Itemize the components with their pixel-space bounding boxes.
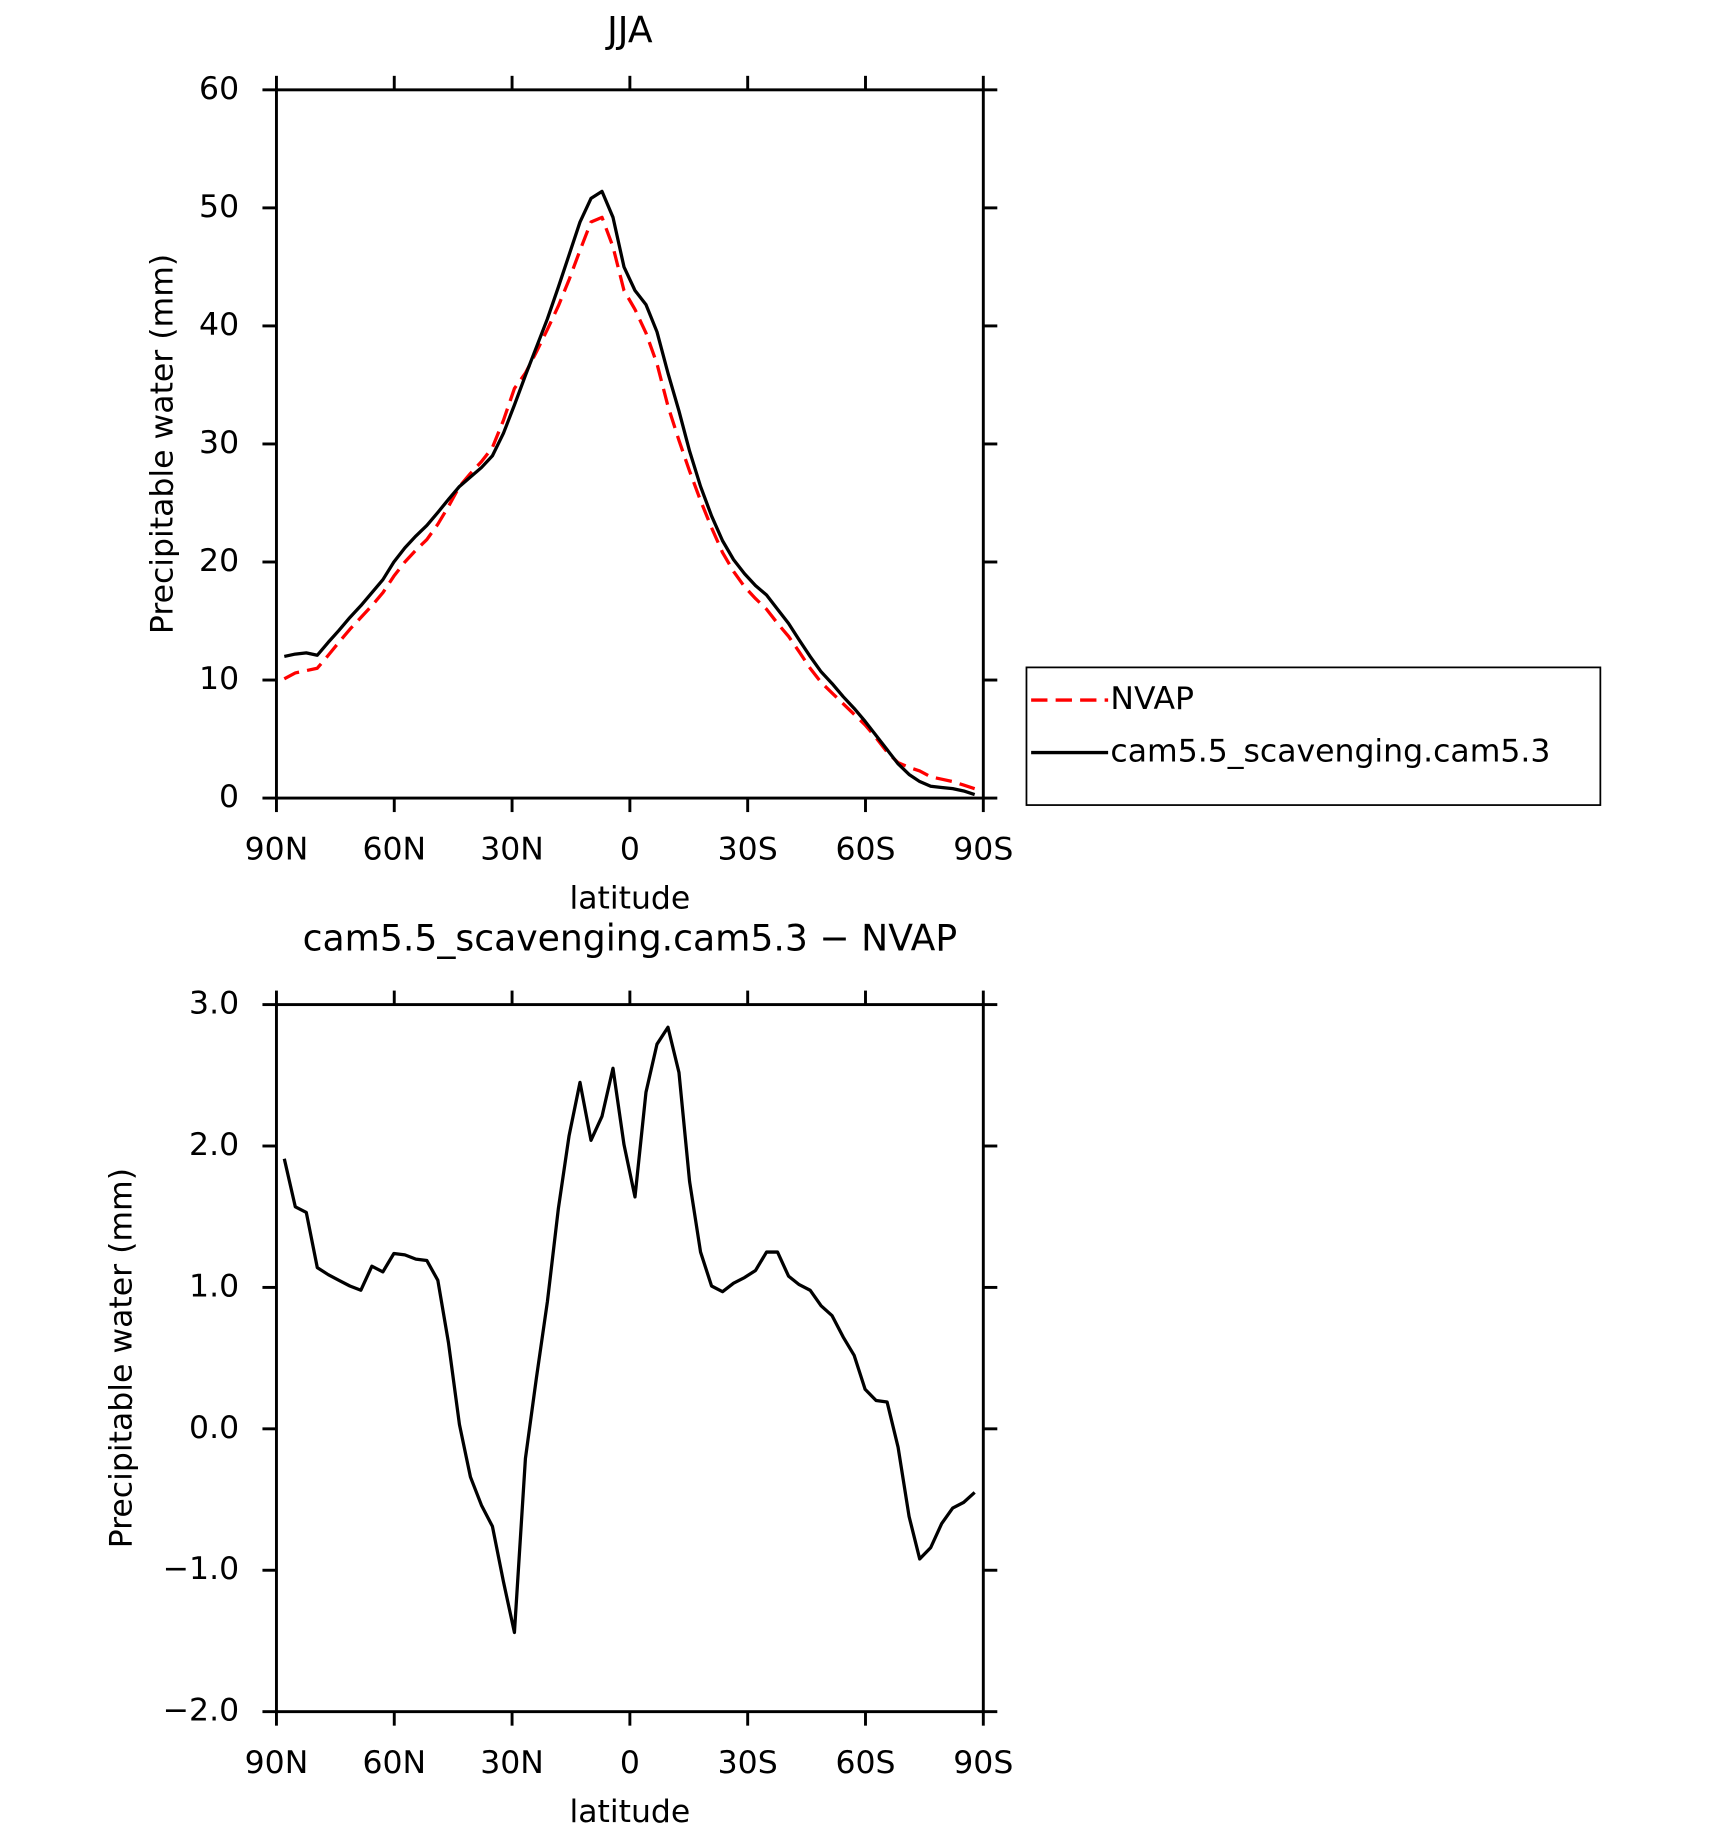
- x-tick-label: 60S: [835, 1745, 895, 1781]
- legend-box: [1025, 666, 1602, 806]
- x-tick-label: 30N: [480, 1745, 544, 1781]
- x-tick-label: 0: [620, 832, 640, 868]
- x-axis-label: latitude: [569, 1794, 690, 1830]
- x-tick-label: 90N: [245, 832, 309, 868]
- y-tick-label: 3.0: [189, 986, 239, 1022]
- y-axis-label: Precipitable water (mm): [144, 254, 180, 634]
- y-axis-label: Precipitable water (mm): [103, 1168, 139, 1548]
- x-tick-label: 60S: [835, 832, 895, 868]
- y-tick-label: 10: [199, 661, 239, 697]
- legend-label: cam5.5_scavenging.cam5.3: [1110, 734, 1550, 770]
- y-tick-label: 0.0: [189, 1410, 239, 1446]
- y-tick-label: 2.0: [189, 1127, 239, 1163]
- x-tick-label: 60N: [362, 832, 426, 868]
- x-tick-label: 0: [620, 1745, 640, 1781]
- data-line: [283, 215, 976, 791]
- y-tick-label: 1.0: [189, 1268, 239, 1304]
- x-tick-label: 30S: [718, 1745, 778, 1781]
- plot-frame: [274, 1003, 985, 1714]
- x-tick-label: 30N: [480, 832, 544, 868]
- y-tick-label: −1.0: [163, 1551, 239, 1587]
- legend-label: NVAP: [1110, 681, 1194, 717]
- x-tick-label: 90S: [953, 832, 1013, 868]
- data-line: [282, 1025, 976, 1635]
- y-tick-label: 50: [199, 189, 239, 225]
- chart-title: JJA: [605, 9, 653, 52]
- plot-frame: [274, 88, 985, 800]
- y-tick-label: 30: [199, 425, 239, 461]
- y-tick-label: 60: [199, 71, 239, 107]
- x-tick-label: 90N: [245, 1745, 309, 1781]
- x-tick-label: 60N: [362, 1745, 426, 1781]
- y-tick-label: 20: [199, 543, 239, 579]
- data-line: [283, 189, 976, 797]
- x-axis-label: latitude: [569, 881, 690, 917]
- chart-title: cam5.5_scavenging.cam5.3 − NVAP: [303, 916, 958, 959]
- x-tick-label: 30S: [718, 832, 778, 868]
- x-tick-label: 90S: [953, 1745, 1013, 1781]
- y-tick-label: 0: [219, 779, 239, 815]
- y-tick-label: −2.0: [163, 1693, 239, 1729]
- y-tick-label: 40: [199, 307, 239, 343]
